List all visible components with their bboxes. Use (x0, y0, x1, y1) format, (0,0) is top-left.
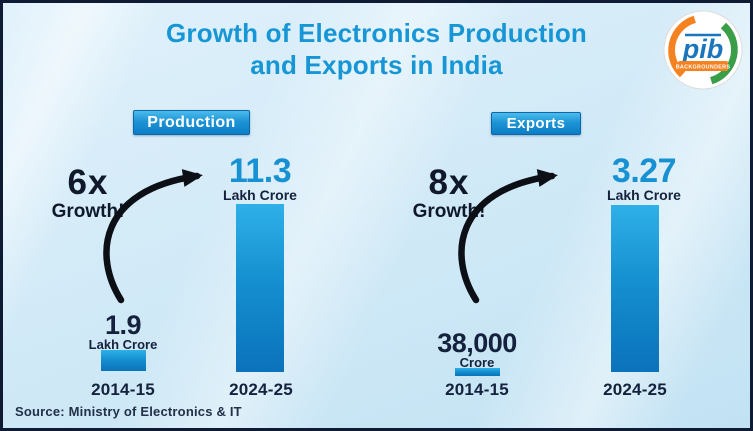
production-2024-number: 11.3 (228, 152, 292, 190)
exports-2024-number: 3.27 (611, 152, 677, 190)
growth-arrow-icon (458, 169, 558, 304)
production-2014-unit: Lakh Crore (88, 337, 158, 352)
production-badge-label: Production (147, 114, 236, 131)
growth-arrow-icon (103, 169, 203, 304)
production-2024-unit: Lakh Crore (223, 187, 297, 203)
production-bar-2014-15 (101, 350, 146, 371)
production-panel: Production 6x Growth! 11.3 Lakh Crore 1.… (33, 98, 373, 400)
exports-growth-callout: 8x Growth! (394, 164, 504, 223)
exports-growth-label: Growth! (412, 201, 486, 222)
exports-2014-number: 38,000 (437, 328, 517, 358)
page-title: Growth of Electronics Production and Exp… (3, 17, 750, 81)
exports-badge: Exports (491, 112, 581, 135)
exports-2024-unit: Lakh Crore (607, 187, 681, 203)
production-2014-value: 1.9 Lakh Crore (73, 310, 173, 352)
source-attribution: Source: Ministry of Electronics & IT (15, 404, 242, 419)
pib-logo-text: pib (682, 34, 724, 64)
exports-bar-2024-25 (611, 205, 659, 372)
title-line-2: and Exports in India (250, 50, 503, 80)
exports-year-2014-15: 2014-15 (445, 380, 509, 399)
production-badge: Production (133, 110, 250, 135)
exports-year-2024-25: 2024-25 (603, 380, 667, 399)
exports-2014-unit: Crore (459, 355, 495, 370)
pib-logo-banner: BACKGROUNDERS (676, 65, 731, 71)
production-2014-number: 1.9 (104, 310, 142, 340)
production-2024-value: 11.3 Lakh Crore (210, 154, 310, 203)
pib-logo-icon: pib BACKGROUNDERS (663, 10, 743, 90)
exports-2014-value: 38,000 Crore (427, 328, 527, 370)
exports-badge-label: Exports (506, 115, 566, 132)
production-growth-multiplier: 6x (67, 163, 109, 202)
production-year-2024-25: 2024-25 (229, 380, 293, 399)
exports-bar-2014-15 (455, 368, 500, 376)
exports-growth-multiplier: 8x (428, 163, 470, 202)
production-year-2014-15: 2014-15 (91, 380, 155, 399)
exports-panel: Exports 8x Growth! 3.27 Lakh Crore 38,00… (388, 98, 728, 400)
production-growth-label: Growth! (51, 201, 125, 222)
exports-2024-value: 3.27 Lakh Crore (594, 154, 694, 203)
production-growth-callout: 6x Growth! (33, 164, 143, 223)
production-bar-2024-25 (236, 204, 284, 372)
title-line-1: Growth of Electronics Production (166, 18, 587, 48)
